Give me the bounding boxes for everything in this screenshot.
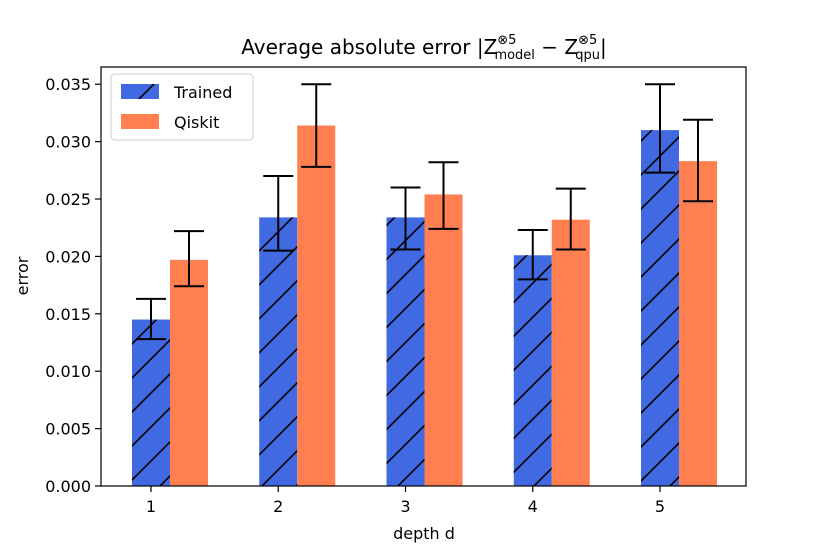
y-tick-label: 0.000 <box>45 477 91 496</box>
plot-frame <box>100 66 747 487</box>
y-tick-label: 0.020 <box>45 247 91 266</box>
y-axis-label: error <box>13 256 32 295</box>
x-tick-label: 2 <box>273 497 283 516</box>
bar-qiskit-5 <box>679 161 717 486</box>
bar-trained-5-hatch <box>641 130 679 486</box>
bar-qiskit-2 <box>297 125 336 487</box>
bar-qiskit-1 <box>170 259 208 486</box>
x-tick-label: 3 <box>400 497 410 516</box>
title-sup-model: ⊗5 <box>497 33 516 48</box>
bar-trained-3-hatch <box>386 217 425 486</box>
bar-qiskit-3 <box>424 194 463 486</box>
y-tick-label: 0.010 <box>45 362 91 381</box>
y-tick-label: 0.015 <box>45 305 91 324</box>
x-tick-label: 4 <box>528 497 538 516</box>
bar-trained-1-hatch <box>132 319 170 486</box>
title-sub-model: model <box>494 48 534 63</box>
title-sub-qpu: qpu <box>575 48 600 63</box>
y-tick-label: 0.005 <box>45 420 91 439</box>
y-tick-label: 0.025 <box>45 190 91 209</box>
x-axis-label: depth d <box>393 524 455 543</box>
bar-qiskit-4 <box>551 219 590 487</box>
y-tick-label: 0.030 <box>45 133 91 152</box>
legend-label-qiskit: Qiskit <box>174 113 219 132</box>
x-tick-label: 1 <box>146 497 156 516</box>
legend: Trained Qiskit <box>110 73 254 141</box>
error-bars <box>136 83 713 341</box>
legend-label-trained: Trained <box>173 83 232 102</box>
chart-title: Average absolute error |Z⊗5 model − Z⊗5 qp… <box>241 33 607 63</box>
y-tick-label: 0.035 <box>45 75 91 94</box>
y-axis: 0.000 0.005 0.010 0.015 0.020 0.025 0.030 0.035 <box>45 75 101 496</box>
title-sup-qpu: ⊗5 <box>578 33 597 48</box>
bar-trained-2-hatch <box>259 217 298 486</box>
x-axis: 1 2 3 4 5 <box>146 486 665 516</box>
bar-trained-4-hatch <box>513 255 552 486</box>
legend-swatch-trained-hatch <box>121 84 159 99</box>
x-tick-label: 5 <box>655 497 665 516</box>
bars <box>132 125 717 487</box>
legend-swatch-qiskit <box>121 114 159 129</box>
